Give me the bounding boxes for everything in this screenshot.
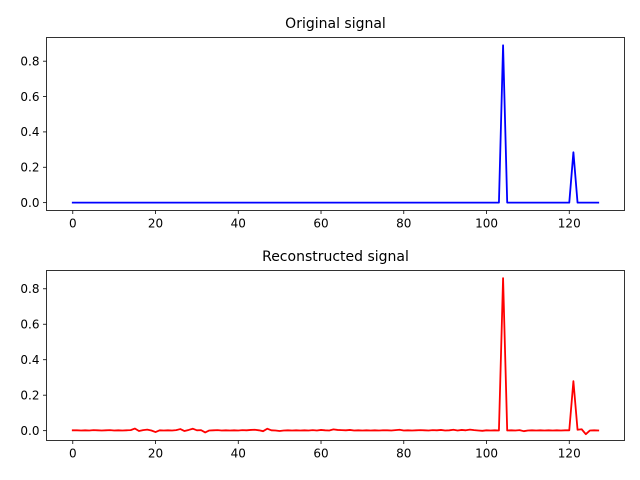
y-tick-label: 0.2 (20, 388, 39, 402)
x-axis: 0 20 40 60 80 100 120 (69, 210, 581, 231)
axes-frame (46, 37, 625, 211)
series-line (71, 277, 600, 436)
x-tick-label: 0 (69, 447, 77, 461)
x-tick-label: 100 (475, 217, 498, 231)
x-tick-label: 120 (558, 217, 581, 231)
plot-title: Original signal (285, 16, 386, 32)
axes-frame (46, 270, 625, 441)
y-tick-label: 0.8 (20, 282, 39, 296)
x-tick-label: 80 (396, 217, 411, 231)
original-signal-plot: Original signal 0 20 40 60 80 100 120 0.00.20.… (20, 16, 625, 231)
y-tick-label: 0.0 (20, 196, 39, 210)
y-axis: 0.0 0.2 0.4 0.6 0.8 (20, 54, 47, 210)
y-tick-label: 0.8 (20, 54, 39, 68)
y-tick-label: 0.2 (20, 161, 39, 175)
y-tick-label: 0.4 (20, 353, 39, 367)
x-tick-label: 0 (69, 217, 77, 231)
x-tick-label: 60 (313, 217, 328, 231)
y-tick-label: 0.0 (20, 424, 39, 438)
x-tick-label: 40 (231, 217, 246, 231)
plot-marks (71, 44, 600, 204)
x-tick-label: 80 (396, 447, 411, 461)
x-tick-label: 40 (231, 447, 246, 461)
x-tick-label: 20 (148, 217, 163, 231)
x-tick-label: 100 (475, 447, 498, 461)
x-tick-label: 60 (313, 447, 328, 461)
series-line (71, 44, 600, 204)
y-tick-label: 0.4 (20, 125, 39, 139)
y-tick-label: 0.6 (20, 90, 39, 104)
y-axis: 0.0 0.2 0.4 0.6 0.8 (20, 282, 47, 438)
plot-title: Reconstructed signal (262, 249, 409, 265)
plot-marks (71, 277, 600, 436)
y-tick-label: 0.6 (20, 318, 39, 332)
reconstructed-signal-plot: Reconstructed signal 0 20 40 60 80 100 120 0.0… (20, 249, 625, 461)
x-tick-label: 20 (148, 447, 163, 461)
x-tick-label: 120 (558, 447, 581, 461)
x-axis: 0 20 40 60 80 100 120 (69, 440, 581, 461)
